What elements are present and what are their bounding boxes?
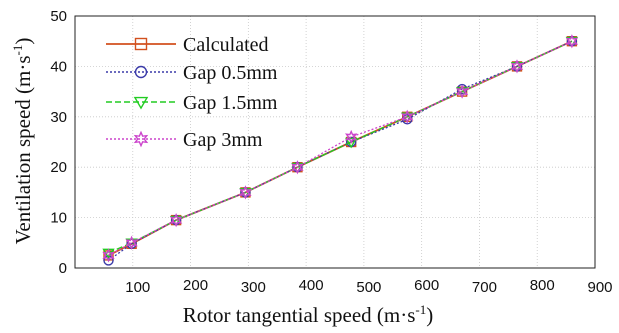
legend-label: Gap 3mm bbox=[183, 129, 263, 151]
y-tick-labels: 0 10 20 30 40 50 bbox=[50, 8, 67, 277]
data-point-star bbox=[125, 235, 138, 250]
series-layer bbox=[102, 34, 579, 266]
y-tick-label: 20 bbox=[50, 159, 67, 176]
y-tick-label: 0 bbox=[59, 260, 67, 277]
data-point-star bbox=[401, 109, 414, 124]
grid-lines bbox=[75, 16, 595, 268]
x-tick-label: 200 bbox=[183, 277, 208, 294]
data-point-star bbox=[510, 59, 524, 74]
x-tick-label: 400 bbox=[299, 277, 324, 294]
data-point-star bbox=[169, 212, 183, 228]
y-tick-label: 50 bbox=[50, 8, 67, 25]
x-tick-label: 700 bbox=[472, 279, 497, 296]
legend: Calculated Gap 0.5mm Gap 1.5mm Gap 3mm bbox=[106, 34, 278, 151]
x-axis-label: Rotor tangential speed (m·s-1) bbox=[183, 302, 434, 327]
x-tick-label: 900 bbox=[587, 279, 612, 296]
data-point-star bbox=[102, 248, 115, 263]
legend-item: Gap 3mm bbox=[106, 129, 263, 151]
y-tick-label: 40 bbox=[50, 58, 67, 75]
data-point-circle bbox=[103, 255, 114, 266]
data-point-square bbox=[134, 37, 148, 51]
series-line bbox=[108, 40, 573, 256]
legend-item: Calculated bbox=[106, 34, 269, 56]
data-point-star bbox=[565, 34, 579, 49]
data-point-star bbox=[455, 84, 469, 99]
series-gap-0-5mm bbox=[103, 36, 578, 266]
legend-label: Calculated bbox=[183, 34, 269, 56]
plot-frame bbox=[74, 15, 596, 269]
x-tick-label: 500 bbox=[356, 279, 381, 296]
x-tick-labels: 100 200 300 400 500 600 700 800 900 bbox=[125, 277, 612, 296]
x-tick-label: 800 bbox=[530, 277, 555, 294]
data-point-star bbox=[239, 185, 252, 200]
data-point-star bbox=[291, 160, 304, 175]
data-point-triangle bbox=[345, 137, 358, 149]
x-tick-label: 300 bbox=[241, 279, 266, 296]
series-gap-3mm bbox=[102, 34, 579, 263]
y-tick-label: 30 bbox=[50, 109, 67, 126]
legend-item: Gap 0.5mm bbox=[106, 62, 278, 84]
legend-label: Gap 0.5mm bbox=[183, 62, 278, 84]
series-calculated bbox=[103, 36, 578, 261]
data-point-star bbox=[344, 129, 358, 145]
x-tick-label: 600 bbox=[414, 277, 439, 294]
data-point-circle bbox=[134, 65, 148, 79]
legend-item: Gap 1.5mm bbox=[106, 92, 278, 114]
legend-label: Gap 1.5mm bbox=[183, 92, 278, 114]
data-point-star bbox=[133, 130, 149, 148]
y-tick-label: 10 bbox=[50, 210, 67, 227]
y-axis-label: Ventilation speed (m·s-1) bbox=[10, 38, 35, 245]
data-point-triangle bbox=[133, 96, 149, 110]
x-tick-label: 100 bbox=[125, 279, 150, 296]
